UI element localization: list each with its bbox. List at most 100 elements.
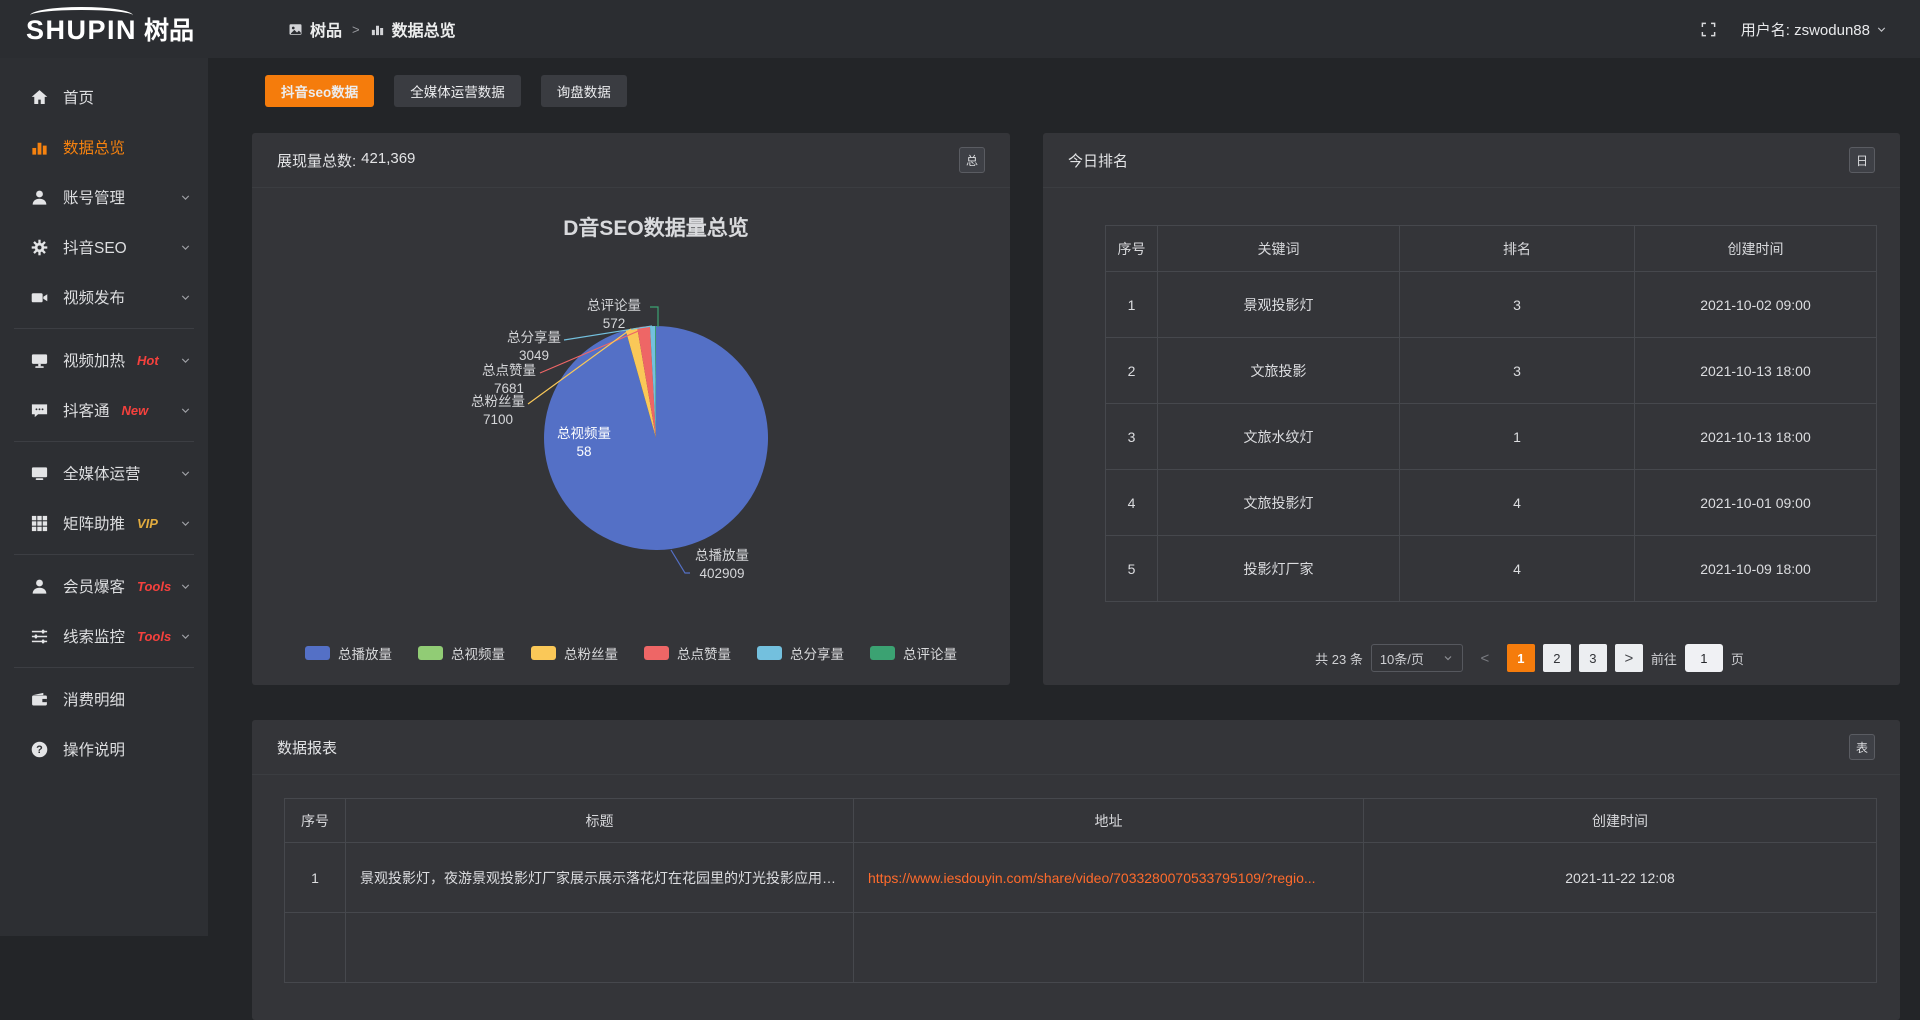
sidebar-item-operation-guide[interactable]: ?操作说明 bbox=[0, 724, 208, 774]
report-panel-header: 数据报表 表 bbox=[252, 720, 1900, 775]
chevron-down-icon bbox=[179, 291, 192, 304]
legend-item-5[interactable]: 总评论量 bbox=[870, 643, 957, 663]
legend-label: 总播放量 bbox=[338, 643, 392, 663]
legend-item-0[interactable]: 总播放量 bbox=[305, 643, 392, 663]
ranking-cell: 4 bbox=[1400, 536, 1635, 602]
ranking-cell: 3 bbox=[1400, 272, 1635, 338]
daily-view-button[interactable]: 日 bbox=[1849, 147, 1875, 173]
pie-label-plays: 总播放量 402909 bbox=[684, 547, 760, 582]
sidebar-item-consume-detail[interactable]: 消费明细 bbox=[0, 674, 208, 724]
report-url-link[interactable]: https://www.iesdouyin.com/share/video/70… bbox=[854, 843, 1364, 913]
legend-item-3[interactable]: 总点赞量 bbox=[644, 643, 731, 663]
total-view-button[interactable]: 总 bbox=[959, 147, 985, 173]
grid-icon bbox=[30, 514, 49, 533]
sidebar-item-label: 抖音SEO bbox=[63, 236, 127, 258]
pie-label-name: 总视频量 bbox=[546, 425, 622, 443]
sidebar-item-label: 视频发布 bbox=[63, 286, 125, 308]
report-url-link[interactable] bbox=[854, 913, 1364, 983]
goto-label: 前往 bbox=[1651, 649, 1677, 668]
page-size-select[interactable]: 10条/页 bbox=[1371, 644, 1463, 672]
page-button-1[interactable]: 1 bbox=[1507, 644, 1535, 672]
fullscreen-icon[interactable] bbox=[1700, 21, 1717, 38]
home-icon bbox=[30, 88, 49, 107]
breadcrumb-root[interactable]: 树品 bbox=[310, 17, 342, 41]
legend-item-2[interactable]: 总粉丝量 bbox=[531, 643, 618, 663]
sidebar-divider bbox=[14, 441, 194, 442]
ranking-cell: 2021-10-09 18:00 bbox=[1635, 536, 1877, 602]
sidebar-item-video-publish[interactable]: 视频发布 bbox=[0, 272, 208, 322]
tab-douyin-seo-data[interactable]: 抖音seo数据 bbox=[265, 75, 374, 107]
ranking-column-header: 创建时间 bbox=[1635, 226, 1877, 272]
sidebar-item-label: 数据总览 bbox=[63, 136, 125, 158]
ranking-cell: 文旅投影灯 bbox=[1158, 470, 1400, 536]
legend-item-1[interactable]: 总视频量 bbox=[418, 643, 505, 663]
username-dropdown[interactable]: 用户名: zswodun88 bbox=[1741, 19, 1888, 40]
video-icon bbox=[30, 288, 49, 307]
sidebar-item-douyin-seo[interactable]: 抖音SEO bbox=[0, 222, 208, 272]
pie-label-value: 7100 bbox=[460, 411, 536, 429]
ranking-cell: 2021-10-13 18:00 bbox=[1635, 338, 1877, 404]
legend-swatch bbox=[418, 646, 443, 660]
goto-page-input[interactable] bbox=[1685, 644, 1723, 672]
sidebar-item-home[interactable]: 首页 bbox=[0, 72, 208, 122]
tab-inquiry-data[interactable]: 询盘数据 bbox=[541, 75, 627, 107]
page-button-3[interactable]: 3 bbox=[1579, 644, 1607, 672]
pie-label-videos: 总视频量 58 bbox=[546, 425, 622, 460]
sidebar-item-data-overview[interactable]: 数据总览 bbox=[0, 122, 208, 172]
logo-suffix: 树品 bbox=[144, 11, 194, 47]
ranking-panel-header: 今日排名 日 bbox=[1043, 133, 1900, 188]
report-time-cell: 2021-11-22 12:08 bbox=[1364, 843, 1877, 913]
ranking-cell: 2021-10-13 18:00 bbox=[1635, 404, 1877, 470]
chevron-down-icon bbox=[179, 404, 192, 417]
chevron-down-icon bbox=[179, 517, 192, 530]
sliders-icon bbox=[30, 627, 49, 646]
pie-label-fans: 总粉丝量 7100 bbox=[460, 393, 536, 428]
legend-swatch bbox=[870, 646, 895, 660]
next-page-button[interactable]: > bbox=[1615, 644, 1643, 672]
chart-panel-header: 展现量总数: 421,369 总 bbox=[252, 133, 1010, 188]
report-column-header: 创建时间 bbox=[1364, 799, 1877, 843]
sidebar-item-account-manage[interactable]: 账号管理 bbox=[0, 172, 208, 222]
impressions-label: 展现量总数: bbox=[277, 150, 356, 171]
sidebar-item-badge: VIP bbox=[137, 516, 158, 531]
sidebar-divider bbox=[14, 667, 194, 668]
top-header: SHUPIN 树品 树品 > 数据总览 用户名: zswodun88 bbox=[0, 0, 1920, 58]
ranking-column-header: 排名 bbox=[1400, 226, 1635, 272]
page-button-2[interactable]: 2 bbox=[1543, 644, 1571, 672]
sidebar-divider bbox=[14, 328, 194, 329]
seo-chart-panel: 展现量总数: 421,369 总 D音SEO数据量总览 总评论量 572 总分享… bbox=[252, 133, 1010, 685]
sidebar-item-badge: Hot bbox=[137, 353, 159, 368]
report-index-cell: 1 bbox=[285, 843, 346, 913]
ranking-cell: 2021-10-02 09:00 bbox=[1635, 272, 1877, 338]
sidebar-item-media-operation[interactable]: 全媒体运营 bbox=[0, 448, 208, 498]
pie-label-value: 402909 bbox=[684, 565, 760, 583]
report-time-cell bbox=[1364, 913, 1877, 983]
sidebar-item-badge: Tools bbox=[137, 629, 171, 644]
sidebar-item-label: 抖客通 bbox=[63, 399, 110, 421]
prev-page-button[interactable]: < bbox=[1471, 644, 1499, 672]
breadcrumb-separator: > bbox=[352, 22, 360, 37]
table-view-button[interactable]: 表 bbox=[1849, 734, 1875, 760]
legend-label: 总粉丝量 bbox=[564, 643, 618, 663]
tab-media-operation-data[interactable]: 全媒体运营数据 bbox=[394, 75, 521, 107]
legend-item-4[interactable]: 总分享量 bbox=[757, 643, 844, 663]
report-header-row: 序号标题地址创建时间 bbox=[285, 799, 1877, 843]
ranking-column-header: 序号 bbox=[1106, 226, 1158, 272]
ranking-cell: 1 bbox=[1106, 272, 1158, 338]
ranking-column-header: 关键词 bbox=[1158, 226, 1400, 272]
chevron-down-icon bbox=[179, 191, 192, 204]
sidebar-item-badge: Tools bbox=[137, 579, 171, 594]
legend-label: 总点赞量 bbox=[677, 643, 731, 663]
